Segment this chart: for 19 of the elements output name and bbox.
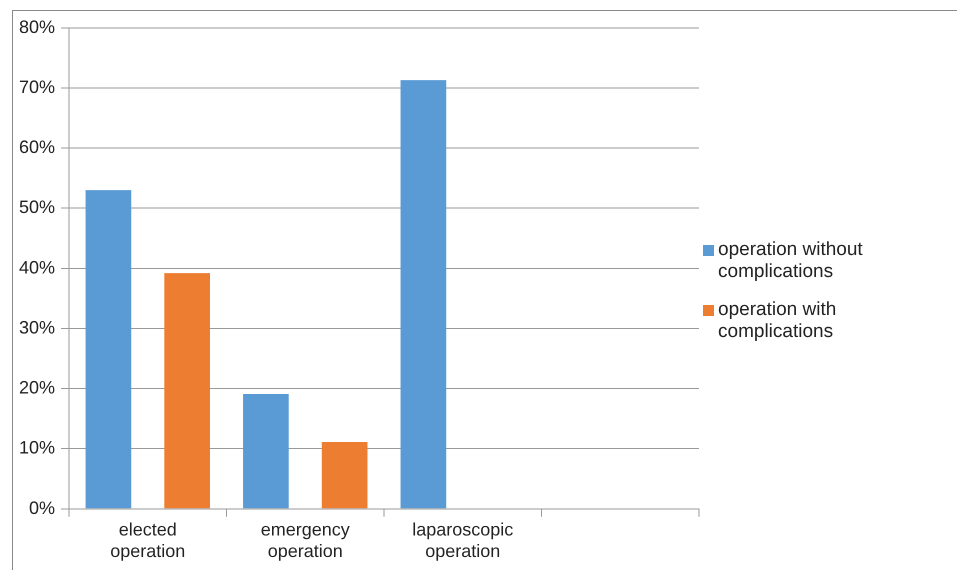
x-tick-label: emergency operation [260,520,350,562]
y-tick-label: 80% [18,16,56,37]
y-tick-label: 30% [18,317,56,338]
legend-label: operation with complications [718,298,838,342]
y-tick-label: 0% [29,498,56,518]
x-tick-label: elected operation [110,520,186,562]
y-tick-label: 50% [18,197,56,218]
x-tick-label: laparoscopic operation [412,520,514,562]
bar [400,80,446,508]
y-tick-label: 60% [18,137,56,158]
legend-label: operation without complications [718,238,864,282]
bar [322,442,368,508]
y-tick-label: 70% [18,76,56,97]
y-tick-label: 20% [18,378,56,398]
y-tick-label: 40% [18,257,56,278]
bar [243,394,289,508]
bar [164,273,210,508]
bar [86,190,132,508]
y-tick-label: 10% [18,438,56,458]
